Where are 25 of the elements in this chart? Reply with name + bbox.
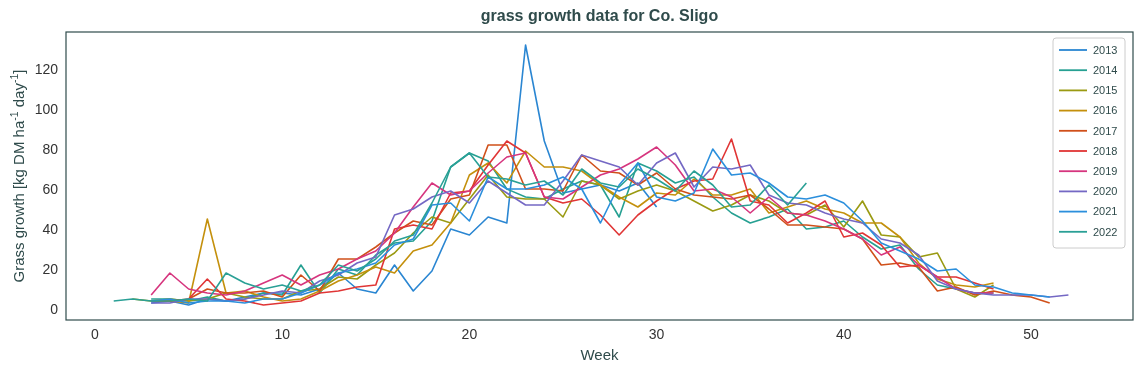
- x-tick-label: 50: [1023, 326, 1039, 342]
- y-tick-label: 40: [42, 220, 59, 237]
- y-tick-label: 100: [34, 100, 59, 117]
- legend-label: 2018: [1093, 144, 1118, 157]
- legend-label: 2021: [1093, 205, 1118, 218]
- legend-label: 2019: [1093, 165, 1118, 178]
- legend-label: 2022: [1093, 225, 1118, 238]
- legend-label: 2017: [1093, 124, 1118, 137]
- x-tick-label: 20: [461, 326, 478, 342]
- y-tick-label: 60: [42, 180, 59, 197]
- legend-label: 2020: [1093, 185, 1118, 198]
- legend-label: 2015: [1093, 84, 1118, 97]
- y-tick-label: 120: [34, 60, 59, 77]
- x-tick-label: 40: [836, 326, 852, 342]
- x-tick-label: 10: [274, 326, 291, 342]
- legend-label: 2014: [1093, 64, 1118, 77]
- chart-title: grass growth data for Co. Sligo: [480, 7, 719, 24]
- y-tick-label: 20: [42, 260, 59, 277]
- x-tick-label: 30: [648, 326, 665, 342]
- x-tick-label: 0: [91, 326, 100, 342]
- legend-label: 2016: [1093, 104, 1118, 117]
- x-axis-title: Week: [580, 346, 620, 363]
- y-tick-label: 80: [42, 140, 59, 157]
- legend-label: 2013: [1093, 43, 1118, 56]
- y-tick-label: 0: [50, 300, 59, 317]
